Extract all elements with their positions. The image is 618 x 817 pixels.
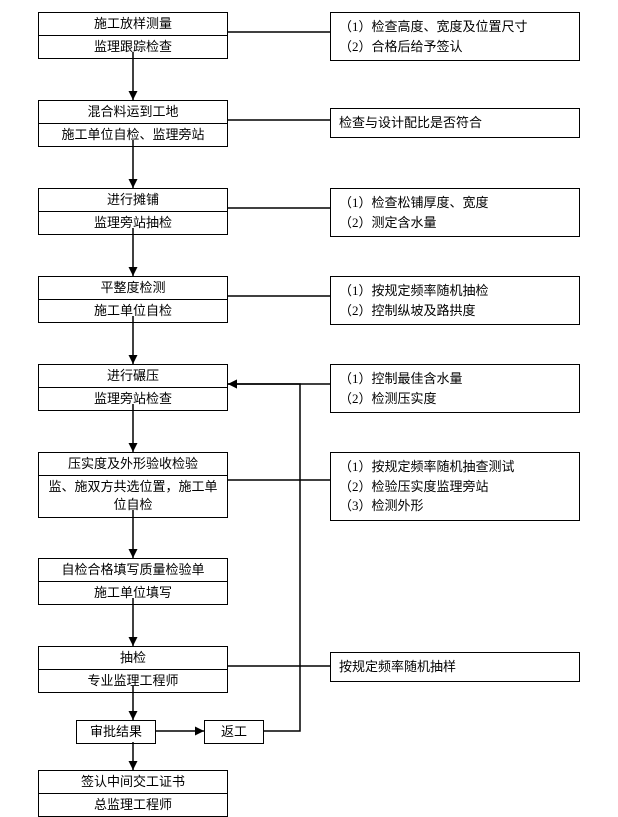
node-paving: 进行摊铺监理旁站抽检: [38, 188, 228, 235]
node-sub: 监理跟踪检查: [39, 36, 227, 58]
note-line: 按规定频率随机抽样: [339, 657, 571, 677]
note-layout-check: （1）检查高度、宽度及位置尺寸（2）合格后给予签认: [330, 12, 580, 61]
note-line: （2）控制纵坡及路拱度: [339, 301, 571, 321]
note-sampling: 按规定频率随机抽样: [330, 652, 580, 682]
node-title: 进行摊铺: [39, 189, 227, 212]
node-title: 签认中间交工证书: [39, 771, 227, 794]
node-title: 施工放样测量: [39, 13, 227, 36]
note-line: 检查与设计配比是否符合: [339, 113, 571, 133]
node-sub: 总监理工程师: [39, 794, 227, 816]
node-title: 压实度及外形验收检验: [39, 453, 227, 476]
node-sub: 监、施双方共选位置，施工单位自检: [39, 476, 227, 516]
node-fill-quality-form: 自检合格填写质量检验单施工单位填写: [38, 558, 228, 605]
node-title: 返工: [205, 721, 263, 743]
node-title: 平整度检测: [39, 277, 227, 300]
note-mix-ratio-check: 检查与设计配比是否符合: [330, 108, 580, 138]
node-sub: 专业监理工程师: [39, 670, 227, 692]
node-title: 审批结果: [77, 721, 155, 743]
note-line: （2）检验压实度监理旁站: [339, 477, 571, 497]
note-line: （1）按规定频率随机抽检: [339, 281, 571, 301]
node-title: 抽检: [39, 647, 227, 670]
node-sub: 施工单位自检、监理旁站: [39, 124, 227, 146]
note-flatness-check: （1）按规定频率随机抽检（2）控制纵坡及路拱度: [330, 276, 580, 325]
note-line: （1）检查高度、宽度及位置尺寸: [339, 17, 571, 37]
node-sub: 监理旁站检查: [39, 388, 227, 410]
note-line: （1）按规定频率随机抽查测试: [339, 457, 571, 477]
note-line: （2）合格后给予签认: [339, 37, 571, 57]
node-approval-result: 审批结果: [76, 720, 156, 744]
node-flatness-check: 平整度检测施工单位自检: [38, 276, 228, 323]
node-sub: 监理旁站抽检: [39, 212, 227, 234]
node-compaction-acceptance: 压实度及外形验收检验监、施双方共选位置，施工单位自检: [38, 452, 228, 518]
note-line: （1）控制最佳含水量: [339, 369, 571, 389]
node-sub: 施工单位填写: [39, 582, 227, 604]
note-line: （2）测定含水量: [339, 213, 571, 233]
node-rolling: 进行碾压监理旁站检查: [38, 364, 228, 411]
node-title: 混合料运到工地: [39, 101, 227, 124]
node-sign-certificate: 签认中间交工证书总监理工程师: [38, 770, 228, 817]
note-compaction-check: （1）按规定频率随机抽查测试（2）检验压实度监理旁站（3）检测外形: [330, 452, 580, 521]
note-line: （2）检测压实度: [339, 389, 571, 409]
note-paving-check: （1）检查松铺厚度、宽度（2）测定含水量: [330, 188, 580, 237]
note-line: （1）检查松铺厚度、宽度: [339, 193, 571, 213]
node-title: 自检合格填写质量检验单: [39, 559, 227, 582]
node-sub: 施工单位自检: [39, 300, 227, 322]
node-construction-layout: 施工放样测量监理跟踪检查: [38, 12, 228, 59]
node-spot-check: 抽检专业监理工程师: [38, 646, 228, 693]
note-line: （3）检测外形: [339, 496, 571, 516]
note-rolling-check: （1）控制最佳含水量（2）检测压实度: [330, 364, 580, 413]
node-title: 进行碾压: [39, 365, 227, 388]
node-rework: 返工: [204, 720, 264, 744]
node-material-arrival: 混合料运到工地施工单位自检、监理旁站: [38, 100, 228, 147]
